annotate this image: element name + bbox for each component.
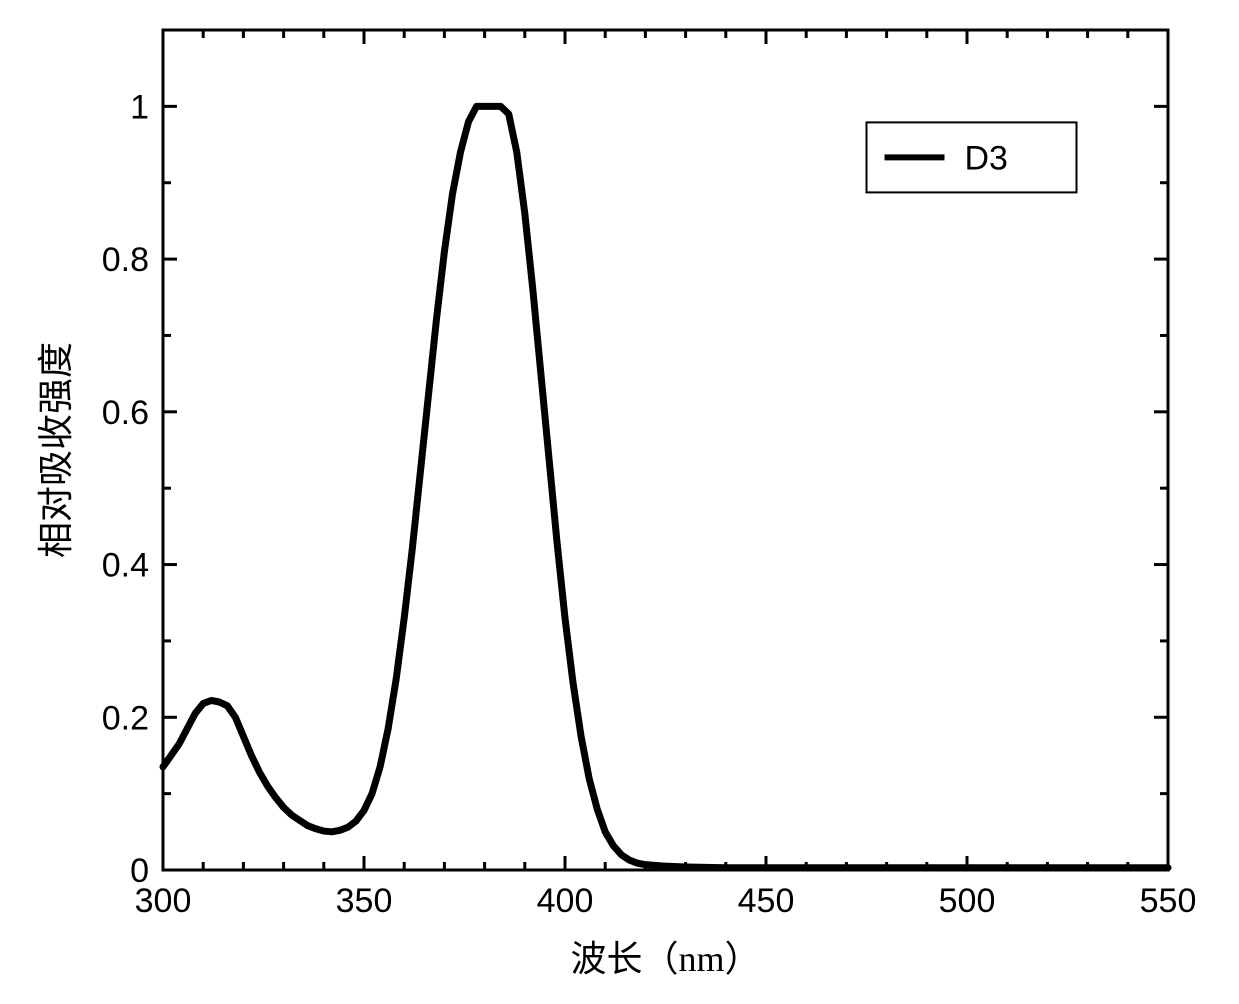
y-tick-label: 0.6 (102, 394, 149, 432)
legend-label: D3 (965, 139, 1008, 177)
absorption-spectrum-chart: 30035040045050055000.20.40.60.81D3 (0, 0, 1239, 1004)
x-tick-label: 500 (939, 882, 996, 920)
y-tick-label: 1 (130, 88, 149, 126)
chart-container: 30035040045050055000.20.40.60.81D3 波长（nm… (0, 0, 1239, 1004)
x-tick-label: 400 (537, 882, 594, 920)
x-tick-label: 450 (738, 882, 795, 920)
y-tick-label: 0.2 (102, 699, 149, 737)
x-tick-label: 550 (1140, 882, 1197, 920)
series-line-D3 (163, 106, 1168, 867)
y-tick-label: 0 (130, 852, 149, 890)
x-axis-label: 波长（nm） (570, 930, 760, 982)
plot-frame (163, 30, 1168, 870)
y-tick-label: 0.4 (102, 547, 149, 585)
y-axis-label: 相对吸收强度 (27, 342, 79, 558)
x-tick-label: 350 (336, 882, 393, 920)
y-tick-label: 0.8 (102, 241, 149, 279)
